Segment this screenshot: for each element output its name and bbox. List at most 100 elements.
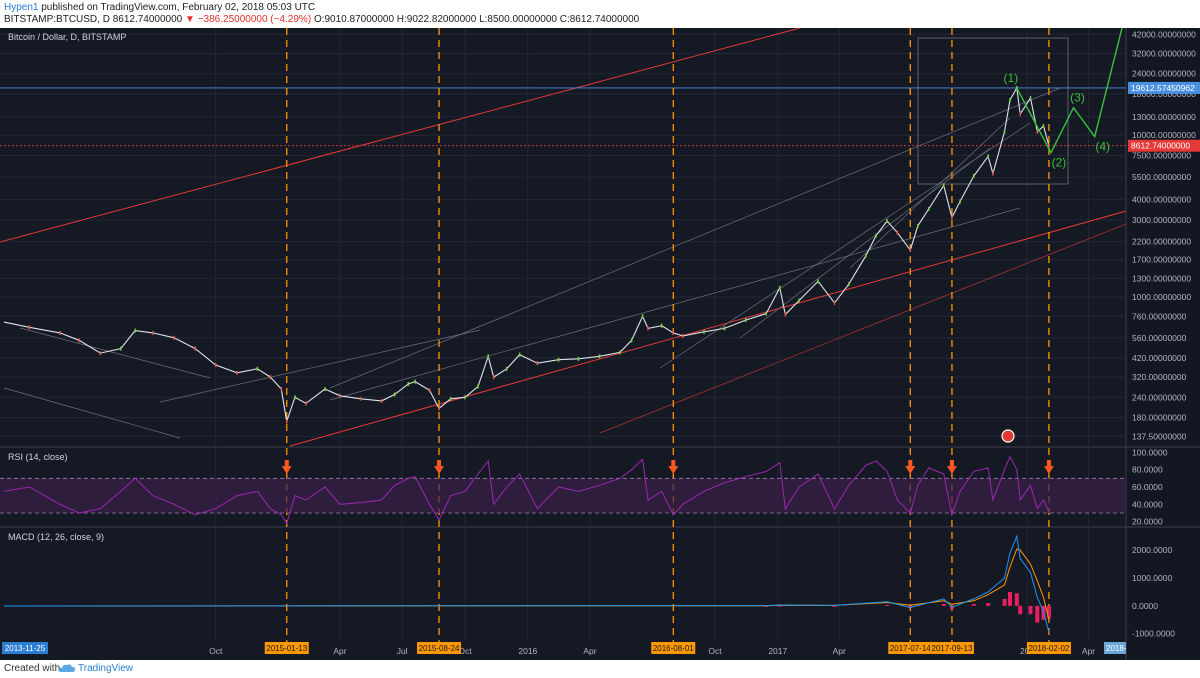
date-flag [651, 642, 696, 654]
price-tick-label: 320.00000000 [1132, 372, 1187, 382]
price-tick-label: 10000.00000000 [1132, 130, 1196, 140]
rsi-marker-arrow [1043, 466, 1054, 474]
macd-histogram-bar [777, 605, 782, 607]
chart-canvas[interactable]: 42000.00000000 32000.00000000 24000.000000… [0, 28, 1200, 660]
macd-histogram-bar [971, 603, 976, 606]
channel-line-lower-2 [599, 223, 1127, 434]
wave-label: (1) [1003, 71, 1018, 85]
publish-line: Hypen1 published on TradingView.com, Feb… [4, 2, 315, 13]
macd-histogram-bar [885, 605, 890, 607]
time-tick-label: Apr [1082, 646, 1095, 656]
symbol-line: BITSTAMP:BTCUSD, D 8612.74000000 ▼ −386.… [4, 14, 639, 25]
macd-histogram-bar [1007, 591, 1012, 606]
price-flag-label: 19612.57450962 [1131, 83, 1195, 93]
price-tick-label: 240.00000000 [1132, 392, 1187, 402]
date-flag-label: 2018-02-02 [1028, 644, 1069, 653]
date-flag-label: 2016-08-01 [653, 644, 694, 653]
rsi-marker-stem [671, 460, 676, 467]
price-tick-label: 3000.00000000 [1132, 215, 1191, 225]
rsi-marker-stem [949, 460, 954, 467]
rsi-title: RSI (14, close) [8, 452, 68, 462]
time-tick-label: Apr [833, 646, 846, 656]
macd-tick-label: 1000.0000 [1132, 573, 1172, 583]
rsi-tick-label: 60.0000 [1132, 482, 1163, 492]
rsi-marker-arrow [668, 466, 679, 474]
price-tick-label: 180.00000000 [1132, 413, 1187, 423]
ohlc-values: O:9010.87000000 H:9022.82000000 L:8500.0… [313, 14, 640, 25]
tradingview-cloud-icon [58, 664, 76, 672]
rsi-marker-stem [908, 460, 913, 467]
price-tick-label: 1700.00000000 [1132, 255, 1191, 265]
macd-histogram-bar [908, 605, 913, 609]
trendline [659, 122, 1031, 369]
time-tick-label: Oct [458, 646, 472, 656]
date-flag [1026, 642, 1071, 654]
macd-histogram-bar [764, 605, 769, 607]
price-series-line [3, 86, 1050, 422]
price-tick-label: 5500.00000000 [1132, 172, 1191, 182]
price-tick-label: 13000.00000000 [1132, 112, 1196, 122]
wave-label: (4) [1095, 140, 1110, 154]
price-tick-label: 420.00000000 [1132, 353, 1187, 363]
time-tick-label: Jul [397, 646, 408, 656]
price-tick-label: 1000.00000000 [1132, 292, 1191, 302]
price-tick-label: 18000.00000000 [1132, 89, 1196, 99]
macd-histogram-bar [1018, 605, 1023, 615]
macd-histogram-bar [832, 605, 837, 607]
rsi-marker-arrow [434, 466, 445, 474]
price-tick-label: 760.00000000 [1132, 311, 1187, 321]
macd-tick-label: 2000.0000 [1132, 545, 1172, 555]
time-tick-label: Apr [333, 646, 346, 656]
wave-label: (2) [1052, 156, 1067, 170]
trendline [3, 387, 181, 439]
time-tick-label: Apr [583, 646, 596, 656]
macd-tick-label: -1000.0000 [1132, 629, 1175, 639]
macd-tick-label: 0.0000 [1132, 601, 1158, 611]
rsi-marker-arrow [946, 466, 957, 474]
footer: Created with TradingView [0, 660, 1200, 678]
chart-title: Bitcoin / Dollar, D, BITSTAMP [8, 32, 126, 42]
trendline [329, 87, 1061, 389]
alert-icon [1001, 429, 1015, 443]
time-flag-end-label: 2018- [1106, 644, 1127, 653]
tradingview-brand[interactable]: TradingView [78, 663, 134, 674]
publish-info: published on TradingView.com, February 0… [41, 2, 316, 13]
price-tick-label: 560.00000000 [1132, 333, 1187, 343]
macd-histogram-bar [1028, 605, 1033, 615]
down-arrow-icon: ▼ [185, 14, 195, 25]
time-tick-label: Oct [209, 646, 223, 656]
price-flag [1128, 81, 1200, 94]
macd-histogram-bar [986, 603, 991, 606]
trendline [159, 329, 481, 403]
trendline [739, 147, 991, 339]
price-flag [1128, 139, 1200, 152]
price-tick-label: 2200.00000000 [1132, 237, 1191, 247]
macd-histogram-bar [1035, 605, 1040, 623]
price-tick-label: 7500.00000000 [1132, 150, 1191, 160]
trendline [329, 207, 1021, 401]
macd-histogram-bar [1046, 605, 1051, 619]
date-flag-label: 2015-08-24 [419, 644, 460, 653]
rsi-marker-stem [284, 460, 289, 467]
created-with-label: Created with [4, 663, 61, 674]
price-tick-label: 32000.00000000 [1132, 48, 1196, 58]
price-scale-area [1126, 28, 1200, 660]
time-flag-end [1104, 642, 1126, 654]
zoom-box [917, 37, 1069, 185]
price-tick-label: 1300.00000000 [1132, 274, 1191, 284]
date-flag [888, 642, 933, 654]
macd-line [3, 534, 1050, 633]
date-flag [929, 642, 974, 654]
symbol-label: BITSTAMP:BTCUSD, D [4, 14, 110, 25]
rsi-band-fill [0, 478, 1126, 513]
date-flag [264, 642, 309, 654]
price-tick-label: 42000.00000000 [1132, 29, 1196, 39]
time-flag-start [2, 642, 48, 654]
rsi-line [3, 455, 1050, 525]
rsi-tick-label: 80.0000 [1132, 465, 1163, 475]
chart-background [0, 28, 1200, 660]
rsi-tick-label: 100.0000 [1132, 447, 1168, 457]
price-tick-label: 137.50000000 [1132, 431, 1187, 441]
macd-histogram-bar [941, 603, 946, 606]
author-link[interactable]: Hypen1 [4, 2, 39, 13]
